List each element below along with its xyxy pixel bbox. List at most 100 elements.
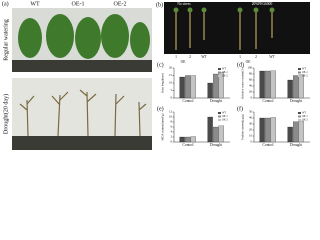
lane-label: 2: [189, 55, 191, 59]
legend-label: OE-1: [302, 115, 308, 118]
bar: [293, 121, 299, 143]
pots: [12, 60, 152, 72]
panel-label: (d): [237, 61, 244, 68]
y-tick-label: 0: [171, 140, 173, 144]
photo-roots: [164, 2, 310, 54]
y-axis-label: Relative water content(%): [241, 67, 245, 99]
bar: [190, 136, 196, 143]
bar: [287, 126, 293, 143]
wilted-plants: [19, 89, 147, 137]
legend-label: OE-1: [302, 71, 308, 74]
bar: [213, 73, 219, 99]
y-tick-label: 80: [249, 72, 253, 76]
bar: [270, 70, 276, 99]
lane-label: 1: [175, 55, 177, 59]
legend-label: WT: [302, 112, 306, 115]
column-label: OE-2: [114, 1, 127, 7]
bar: [190, 75, 196, 99]
y-tick-label: 0: [251, 96, 253, 100]
lane-label: WT: [269, 55, 275, 59]
x-tick-label: Control: [183, 143, 194, 147]
legend-swatch: [218, 68, 221, 70]
bar: [185, 136, 191, 143]
group-label: OE: [246, 60, 252, 64]
x-tick-label: Drought: [290, 99, 302, 103]
y-tick-label: 0: [171, 96, 173, 100]
legend-swatch: [298, 68, 301, 70]
legend-label: OE-2: [302, 119, 308, 122]
bar: [270, 117, 276, 143]
y-tick-label: 40: [249, 84, 253, 88]
legend-swatch: [298, 71, 301, 74]
bar: [298, 120, 304, 143]
x-tick-label: Drought: [290, 143, 302, 147]
legend-label: OE-2: [222, 119, 228, 122]
y-tick-label: 2: [171, 135, 173, 139]
panel-label: (a): [2, 0, 9, 7]
y-tick-label: 10: [169, 81, 173, 85]
y-tick-label: 5: [171, 88, 173, 92]
panel-label: (c): [157, 61, 164, 68]
x-tick-label: Control: [263, 99, 274, 103]
legend-swatch: [298, 75, 301, 77]
plants: [18, 14, 150, 59]
legend-label: OE-2: [222, 75, 228, 78]
bar: [218, 72, 224, 99]
legend-swatch: [298, 115, 301, 118]
lane-label: 2: [255, 55, 257, 59]
bar: [213, 126, 219, 143]
legend-swatch: [218, 115, 221, 118]
bar: [259, 117, 265, 143]
legend-swatch: [218, 119, 221, 121]
panel-label: (f): [237, 105, 243, 112]
y-tick-label: 20: [169, 66, 173, 70]
bar: [179, 136, 185, 143]
y-tick-label: 20: [249, 90, 253, 94]
legend-swatch: [298, 112, 301, 114]
legend-swatch: [298, 119, 301, 121]
y-tick-label: 20: [249, 128, 253, 132]
figure: (a) WT OE-1 OE-2 Regular watering Drough…: [2, 0, 310, 150]
condition-label: 20%PEG6000: [252, 2, 273, 6]
y-tick-label: 40: [249, 116, 253, 120]
y-tick-label: 8: [171, 120, 173, 124]
y-axis-label: Proline content(μg/g): [241, 114, 245, 140]
x-tick-label: Control: [183, 99, 194, 103]
y-tick-label: 60: [249, 78, 253, 82]
lane-label: WT: [201, 55, 207, 59]
condition-label: No stress: [177, 2, 191, 6]
bar: [185, 75, 191, 99]
y-tick-label: 6: [171, 125, 173, 129]
leaves: [173, 7, 275, 13]
y-axis-label: Root length(cm): [161, 73, 165, 93]
group-label: OE: [181, 60, 187, 64]
x-tick-label: Control: [263, 143, 274, 147]
legend-label: OE-1: [222, 71, 228, 74]
legend-swatch: [218, 112, 221, 114]
bar: [207, 82, 213, 99]
x-tick-label: Drought: [210, 99, 222, 103]
bar: [287, 79, 293, 99]
y-tick-label: 4: [171, 130, 173, 134]
legend-swatch: [218, 75, 221, 77]
legend-label: OE-2: [302, 75, 308, 78]
bar: [265, 117, 271, 143]
y-tick-label: 10: [249, 134, 253, 138]
y-tick-label: 15: [169, 73, 173, 77]
bar: [259, 70, 265, 99]
y-axis-label: MDA content(nmol/g): [161, 114, 165, 141]
pots: [12, 136, 152, 150]
legend-label: WT: [222, 68, 226, 71]
panel-label: (b): [156, 1, 163, 8]
bar: [179, 76, 185, 99]
legend-label: WT: [222, 112, 226, 115]
y-tick-label: 100: [248, 66, 253, 70]
y-tick-label: 30: [249, 122, 253, 126]
seedlings: [175, 8, 273, 50]
panel-label: (e): [157, 105, 164, 112]
y-tick-label: 10: [169, 115, 173, 119]
y-tick-label: 0: [251, 140, 253, 144]
bar: [298, 74, 304, 99]
legend-swatch: [218, 71, 221, 74]
row-label: Regular watering: [3, 19, 9, 60]
